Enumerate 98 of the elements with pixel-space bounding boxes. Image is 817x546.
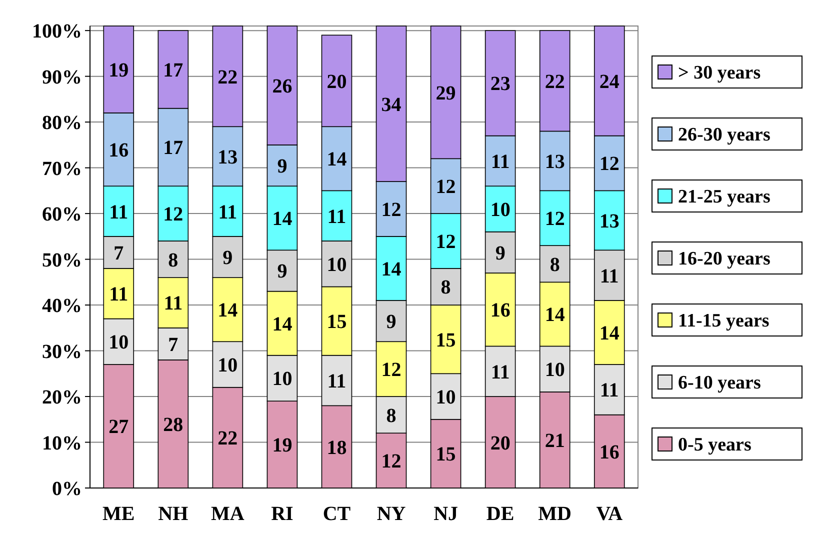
y-tick-label: 70% [42,158,82,180]
x-tick-label: NJ [434,503,458,525]
y-tick-label: 100% [32,20,82,43]
y-tick-label: 10% [42,432,82,454]
data-label: 8 [168,249,178,272]
y-tick-label: 90% [42,66,82,88]
x-tick-label: NY [376,503,406,525]
data-label: 27 [108,416,129,438]
data-label: 11 [218,201,238,224]
data-label: 22 [218,428,238,450]
data-label: 23 [490,73,510,96]
data-label: 12 [436,230,456,253]
data-label: 12 [599,153,620,176]
data-label: 14 [544,304,565,326]
y-tick-label: 40% [42,295,82,318]
x-tick-label: RI [271,503,294,525]
data-label: 34 [381,94,402,116]
data-label: 12 [381,450,402,473]
x-tick-label: VA [596,503,624,525]
data-label: 21 [544,430,565,452]
data-label: 11 [164,292,183,315]
data-label: 9 [495,242,506,264]
legend-label: 26-30 years [678,124,770,146]
data-label: 11 [490,150,510,173]
data-label: 26 [272,75,292,98]
data-label: 28 [163,414,184,436]
data-label: 8 [386,404,396,427]
y-tick-label: 50% [42,249,82,272]
data-label: 12 [544,208,565,230]
data-label: 16 [599,441,620,464]
y-tick-label: 80% [42,112,82,134]
data-label: 22 [544,70,565,93]
data-label: 12 [381,198,402,221]
data-label: 12 [163,204,184,226]
data-label: 13 [544,150,565,173]
data-label: 13 [218,146,238,168]
data-label: 20 [326,70,347,93]
data-label: 11 [109,201,128,224]
data-label: 9 [386,311,396,334]
data-label: 10 [326,254,347,276]
legend-label: > 30 years [678,62,761,84]
data-label: 10 [490,198,510,221]
data-label: 11 [327,206,346,228]
data-label: 11 [600,380,619,402]
data-label: 24 [599,70,620,93]
data-label: 19 [108,59,129,82]
data-label: 11 [327,370,346,393]
data-label: 14 [381,258,402,280]
data-label: 8 [440,276,451,299]
legend-label: 16-20 years [678,248,770,270]
legend-label: 0-5 years [678,434,752,456]
data-label: 10 [544,359,565,382]
legend-label: 6-10 years [678,372,761,394]
data-label: 12 [381,359,402,382]
x-tick-label: CT [322,503,352,525]
data-label: 9 [222,247,233,269]
x-tick-label: MA [211,503,245,525]
data-label: 11 [490,361,510,384]
data-label: 19 [272,434,292,457]
data-label: 10 [218,354,238,376]
legend-label: 21-25 years [678,186,770,208]
data-label: 14 [599,322,620,344]
y-tick-label: 60% [42,204,82,226]
legend-label: 11-15 years [678,310,770,332]
data-label: 15 [436,329,456,352]
data-label: 22 [218,66,238,88]
data-label: 15 [436,444,456,466]
data-label: 16 [490,300,510,322]
data-label: 14 [326,148,347,171]
data-label: 10 [272,368,292,390]
data-label: 29 [436,82,456,104]
data-label: 15 [326,311,347,334]
y-tick-label: 30% [42,340,82,363]
x-tick-label: MD [538,503,572,525]
x-tick-label: ME [102,503,135,525]
data-label: 14 [272,313,292,336]
data-label: 16 [108,140,129,162]
data-label: 13 [599,210,620,232]
data-label: 12 [436,176,456,198]
data-label: 20 [490,432,510,454]
data-label: 9 [277,156,288,178]
data-label: 14 [272,208,292,230]
y-tick-label: 20% [42,386,82,409]
data-label: 11 [109,284,128,306]
x-tick-label: NH [158,503,189,525]
data-label: 18 [326,436,347,459]
data-label: 7 [168,334,178,356]
data-label: 10 [436,386,456,409]
data-label: 14 [218,300,238,322]
x-tick-label: DE [486,503,514,525]
data-label: 11 [600,265,619,288]
data-label: 7 [114,242,124,264]
y-tick-label: 0% [52,478,82,500]
data-label: 8 [550,254,560,276]
data-label: 9 [277,260,288,283]
data-label: 17 [163,59,184,82]
data-label: 10 [108,332,129,354]
data-label: 17 [163,137,184,160]
